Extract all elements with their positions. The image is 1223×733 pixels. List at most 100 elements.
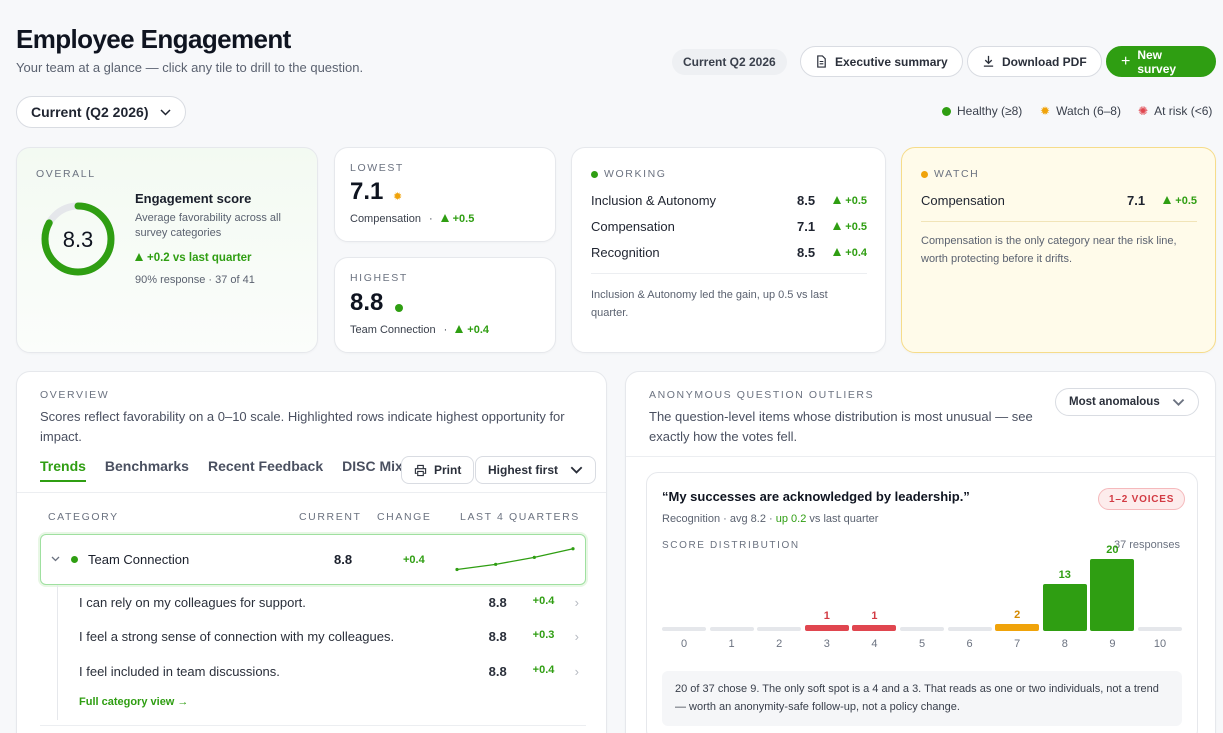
distribution-bar[interactable]: [900, 627, 944, 631]
working-row-score: 8.5: [797, 193, 816, 208]
distribution-bar[interactable]: [662, 627, 706, 631]
distribution-bar[interactable]: [709, 627, 754, 631]
question-card[interactable]: “My successes are acknowledged by leader…: [646, 472, 1198, 733]
distribution-bar[interactable]: [1138, 627, 1182, 631]
print-button[interactable]: Print: [401, 456, 475, 484]
x-tick-label: 1: [728, 638, 735, 650]
tab-benchmarks[interactable]: Benchmarks: [104, 458, 189, 474]
distribution-bar[interactable]: [804, 625, 849, 631]
chevron-right-icon: ›: [574, 629, 579, 644]
score-ring: [41, 202, 115, 276]
lowest-category: Compensation: [350, 213, 421, 225]
category-name: Team Connection: [88, 552, 190, 567]
question-row[interactable]: I can rely on my colleagues for support.…: [79, 595, 579, 610]
x-tick-label: 8: [1061, 638, 1068, 650]
trend-point: [455, 567, 459, 572]
question-row[interactable]: I feel included in team discussions. 8.8…: [79, 664, 579, 679]
watch-row[interactable]: Compensation 7.1 +0.5: [921, 193, 1197, 208]
trend-point: [494, 562, 498, 566]
working-row[interactable]: Recognition 8.5 +0.4: [591, 245, 867, 260]
period-select[interactable]: Current (Q2 2026): [16, 96, 186, 128]
sun-icon: ✹: [393, 191, 403, 203]
overall-kicker: OVERALL: [36, 168, 96, 180]
highest-delta: +0.4: [455, 324, 489, 336]
working-row-delta: +0.4: [827, 247, 867, 259]
distribution-bar[interactable]: [947, 627, 992, 631]
question-delta: +0.4: [532, 595, 555, 607]
tab-trends[interactable]: Trends: [40, 458, 86, 482]
question-score: 8.8: [488, 629, 507, 644]
x-tick-label: 7: [1014, 638, 1021, 650]
chevron-down-icon: [1172, 398, 1184, 406]
plus-icon: +: [1121, 52, 1131, 70]
sort-select[interactable]: Highest first: [475, 456, 597, 484]
highest-delta-text: +0.4: [467, 324, 489, 336]
overall-card[interactable]: OVERALL 8.3 Engagement score Average fav…: [16, 147, 318, 353]
distribution-bar[interactable]: [852, 625, 897, 631]
distribution-note: 20 of 37 chose 9. The only soft spot is …: [662, 671, 1182, 726]
bar-value-label: 13: [1058, 569, 1071, 582]
period-pill: Current Q2 2026: [672, 49, 787, 75]
working-row[interactable]: Inclusion & Autonomy 8.5 +0.5: [591, 193, 867, 208]
watch-card[interactable]: WATCH Compensation 7.1 +0.5 Compensation…: [901, 147, 1216, 353]
new-survey-button[interactable]: + New survey: [1106, 46, 1216, 77]
highest-card[interactable]: HIGHEST 8.8 Team Connection · +0.4: [334, 257, 556, 353]
working-note: Inclusion & Autonomy led the gain, up 0.…: [591, 289, 828, 319]
working-row[interactable]: Compensation 7.1 +0.5: [591, 219, 867, 234]
separator: ·: [443, 324, 448, 336]
executive-summary-button[interactable]: Executive summary: [800, 46, 963, 77]
distribution-bar[interactable]: [1090, 559, 1135, 631]
delta-text: +0.5: [845, 220, 867, 233]
full-category-link[interactable]: Full category view →: [79, 696, 189, 708]
distribution-bar[interactable]: [757, 627, 802, 631]
outlier-sort-select[interactable]: Most anomalous: [1055, 388, 1199, 416]
tree-line: [57, 585, 58, 720]
question-delta: +0.3: [532, 629, 555, 641]
chevron-right-icon: ›: [574, 664, 579, 679]
working-row-score: 7.1: [797, 219, 816, 234]
distribution-bar[interactable]: [995, 623, 1040, 631]
chevron-down-icon: [570, 466, 583, 474]
question-meta: Recognition · avg 8.2 · up 0.2 vs last q…: [662, 513, 878, 525]
tab-recent-feedback[interactable]: Recent Feedback: [207, 458, 324, 474]
healthy-dot-icon: [71, 556, 78, 563]
working-row-name: Recognition: [591, 245, 660, 260]
trend-line: [456, 548, 574, 571]
lowest-meta: Compensation · +0.5: [350, 213, 474, 225]
bar-value-label: 20: [1106, 544, 1119, 556]
up-triangle-icon: [135, 253, 143, 261]
lowest-score: 7.1: [350, 178, 384, 205]
working-header: WORKING: [591, 168, 667, 180]
healthy-dot-icon: [591, 170, 598, 178]
question-text: I feel included in team discussions.: [79, 664, 280, 679]
sun-icon: ✹: [1040, 104, 1051, 118]
distribution-bar[interactable]: [1042, 584, 1087, 631]
category-current: 8.8: [334, 552, 353, 567]
up-triangle-icon: [833, 221, 842, 230]
overview-panel: OVERVIEW Scores reflect favorability on …: [16, 371, 607, 733]
x-tick-label: 9: [1109, 638, 1116, 650]
question-row[interactable]: I feel a strong sense of connection with…: [79, 629, 579, 644]
trend-point: [532, 555, 536, 559]
download-pdf-button[interactable]: Download PDF: [967, 46, 1102, 77]
outliers-desc: The question-level items whose distribut…: [649, 409, 1033, 444]
x-tick-label: 3: [823, 638, 830, 650]
lowest-card[interactable]: LOWEST 7.1 ✹ Compensation · +0.5: [334, 147, 556, 242]
tab-disc-mix[interactable]: DISC Mix: [342, 458, 403, 474]
responses-count: 37 responses: [1113, 539, 1180, 551]
legend-healthy-label: Healthy (≥8): [957, 104, 1023, 118]
working-card[interactable]: WORKING Inclusion & Autonomy 8.5 +0.5 Co…: [571, 147, 886, 353]
outliers-kicker: ANONYMOUS QUESTION OUTLIERS: [649, 389, 875, 401]
new-survey-label: New survey: [1137, 47, 1177, 76]
healthy-dot-icon: [942, 106, 951, 116]
chevron-down-icon: [160, 108, 171, 116]
working-row-score: 8.5: [797, 245, 816, 260]
overall-desc: Average favorability across all survey c…: [135, 212, 281, 239]
watch-kicker: WATCH: [934, 168, 980, 180]
page-title: Employee Engagement: [16, 24, 291, 54]
category-row[interactable]: Team Connection 8.8 +0.4: [40, 534, 586, 585]
lowest-kicker: LOWEST: [350, 162, 404, 174]
download-icon: [983, 55, 994, 67]
delta-text: +0.5: [845, 194, 867, 207]
overall-title: Engagement score: [135, 191, 252, 206]
